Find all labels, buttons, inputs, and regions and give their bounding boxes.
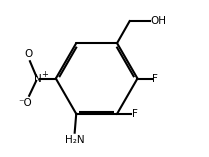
Text: N: N — [34, 73, 42, 84]
Text: +: + — [41, 70, 48, 79]
Text: F: F — [132, 109, 138, 119]
Text: H₂N: H₂N — [65, 135, 84, 145]
Text: OH: OH — [151, 16, 167, 26]
Text: F: F — [152, 73, 158, 84]
Text: O: O — [24, 49, 32, 59]
Text: ⁻O: ⁻O — [18, 98, 32, 108]
